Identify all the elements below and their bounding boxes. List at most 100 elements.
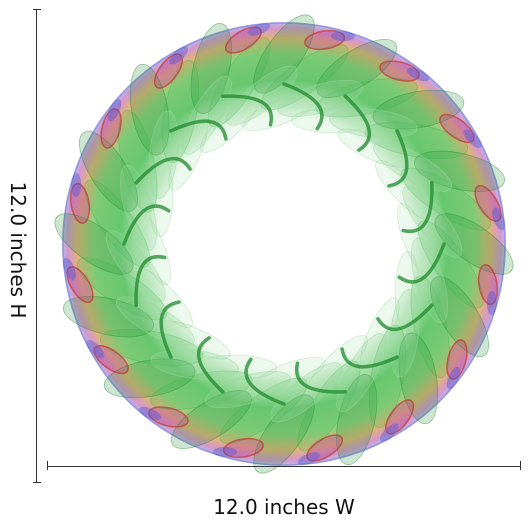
height-dimension-tick-bottom <box>33 482 41 483</box>
edge-lobe-blue <box>86 339 105 359</box>
edge-lobe <box>224 26 262 54</box>
height-label-container: 12.0 inches H <box>3 160 33 340</box>
ring-swirl <box>397 242 446 284</box>
edge-lobe-blue <box>138 406 162 421</box>
ring-petal <box>103 358 196 399</box>
edge-lobe <box>306 434 344 462</box>
ring-swirl <box>294 361 347 394</box>
edge-lobe-blue <box>297 452 321 465</box>
edge-lobe <box>66 266 94 304</box>
edge-layer <box>63 23 505 465</box>
ring-swirl <box>401 181 434 234</box>
width-dimension-line <box>47 466 521 467</box>
ring-petal <box>372 89 465 130</box>
edge-lobe-blue <box>492 207 505 231</box>
edge-lobe <box>148 406 189 428</box>
ring-petal <box>297 360 361 451</box>
ring-petal <box>207 37 271 128</box>
ring-petal <box>115 296 195 347</box>
edge-lobe <box>439 113 475 144</box>
ring-swirl <box>244 357 286 406</box>
ring-petal <box>402 185 463 258</box>
ring-petal <box>105 230 166 303</box>
ring-swirl <box>159 300 181 359</box>
width-dimension-tick-right <box>520 461 521 470</box>
ring-petal <box>315 78 419 118</box>
edge-lobe <box>474 184 502 222</box>
height-dimension-line <box>36 9 37 483</box>
ring-petal <box>430 276 489 358</box>
ring-petal <box>397 202 435 279</box>
ring-petal <box>410 275 450 379</box>
ring-layer <box>62 22 506 466</box>
ring-petal <box>316 39 398 98</box>
edge-lobe-blue <box>486 290 497 315</box>
ring-swirl <box>343 94 371 152</box>
height-label: 12.0 inches H <box>6 181 30 319</box>
ring-petal <box>133 267 193 329</box>
ring-petal <box>336 374 378 466</box>
ring-petal <box>394 250 420 332</box>
ring-petal <box>204 371 291 409</box>
edge-lobe-blue <box>406 67 430 82</box>
ring-petal <box>168 115 209 191</box>
ring-swirl <box>221 94 274 127</box>
ring-petal <box>118 109 158 213</box>
ring-petal <box>181 75 232 155</box>
ring-petal <box>155 319 231 360</box>
ring-petal <box>225 65 298 126</box>
ring-petal <box>364 122 469 160</box>
ring-petal <box>133 209 171 286</box>
ring-petal <box>79 130 138 212</box>
ring-swirl <box>134 157 192 185</box>
ring-petal <box>414 150 506 192</box>
ring-petal <box>307 335 369 395</box>
edge-lobe-blue <box>446 366 461 390</box>
edge-lobe-blue <box>247 23 271 36</box>
ring-outer-rim <box>62 22 506 466</box>
ring-base <box>62 22 506 466</box>
ring-swirl <box>387 129 409 188</box>
ring-petal <box>219 377 308 444</box>
edge-lobe-blue <box>379 423 399 442</box>
height-dimension-tick-top <box>33 9 41 10</box>
ring-petal <box>336 333 387 413</box>
ring-swirl <box>134 254 167 307</box>
ring-petal <box>290 108 372 134</box>
ring-petal <box>375 159 435 221</box>
width-label: 12.0 inches W <box>213 495 355 519</box>
edge-lobe-blue <box>71 173 82 198</box>
edge-lobe-blue <box>169 46 189 65</box>
ring-swirl <box>282 82 324 131</box>
width-dimension-tick-left <box>47 461 48 470</box>
ring-petal <box>368 324 406 429</box>
ring-petal <box>196 354 278 380</box>
ring-petal <box>249 357 326 395</box>
ring-petal <box>359 297 400 373</box>
ring-petal <box>99 328 204 366</box>
ring-petal <box>62 296 154 338</box>
edge-lobe-blue <box>213 446 238 457</box>
ring-swirl <box>122 204 171 246</box>
ring-petal <box>84 179 151 268</box>
ring-swirl <box>340 347 399 369</box>
ring-petal <box>398 332 439 425</box>
ring-petal <box>150 349 239 380</box>
ring-petal <box>162 59 200 164</box>
ring-petal <box>337 128 413 169</box>
ring-petal <box>270 362 343 423</box>
edge-lobe <box>93 344 129 375</box>
ring-petal <box>119 164 157 251</box>
edge-lobe <box>69 182 91 224</box>
edge-lobe <box>153 53 184 89</box>
ring-petal <box>373 141 453 192</box>
ring-swirl <box>197 336 225 394</box>
edge-lobe-blue <box>63 257 76 281</box>
edge-lobe <box>379 60 420 82</box>
edge-lobe <box>100 108 122 149</box>
ring-petal <box>389 289 420 378</box>
ring-petal <box>260 44 349 111</box>
ring-petal <box>190 22 232 114</box>
ring-petal <box>411 237 449 324</box>
